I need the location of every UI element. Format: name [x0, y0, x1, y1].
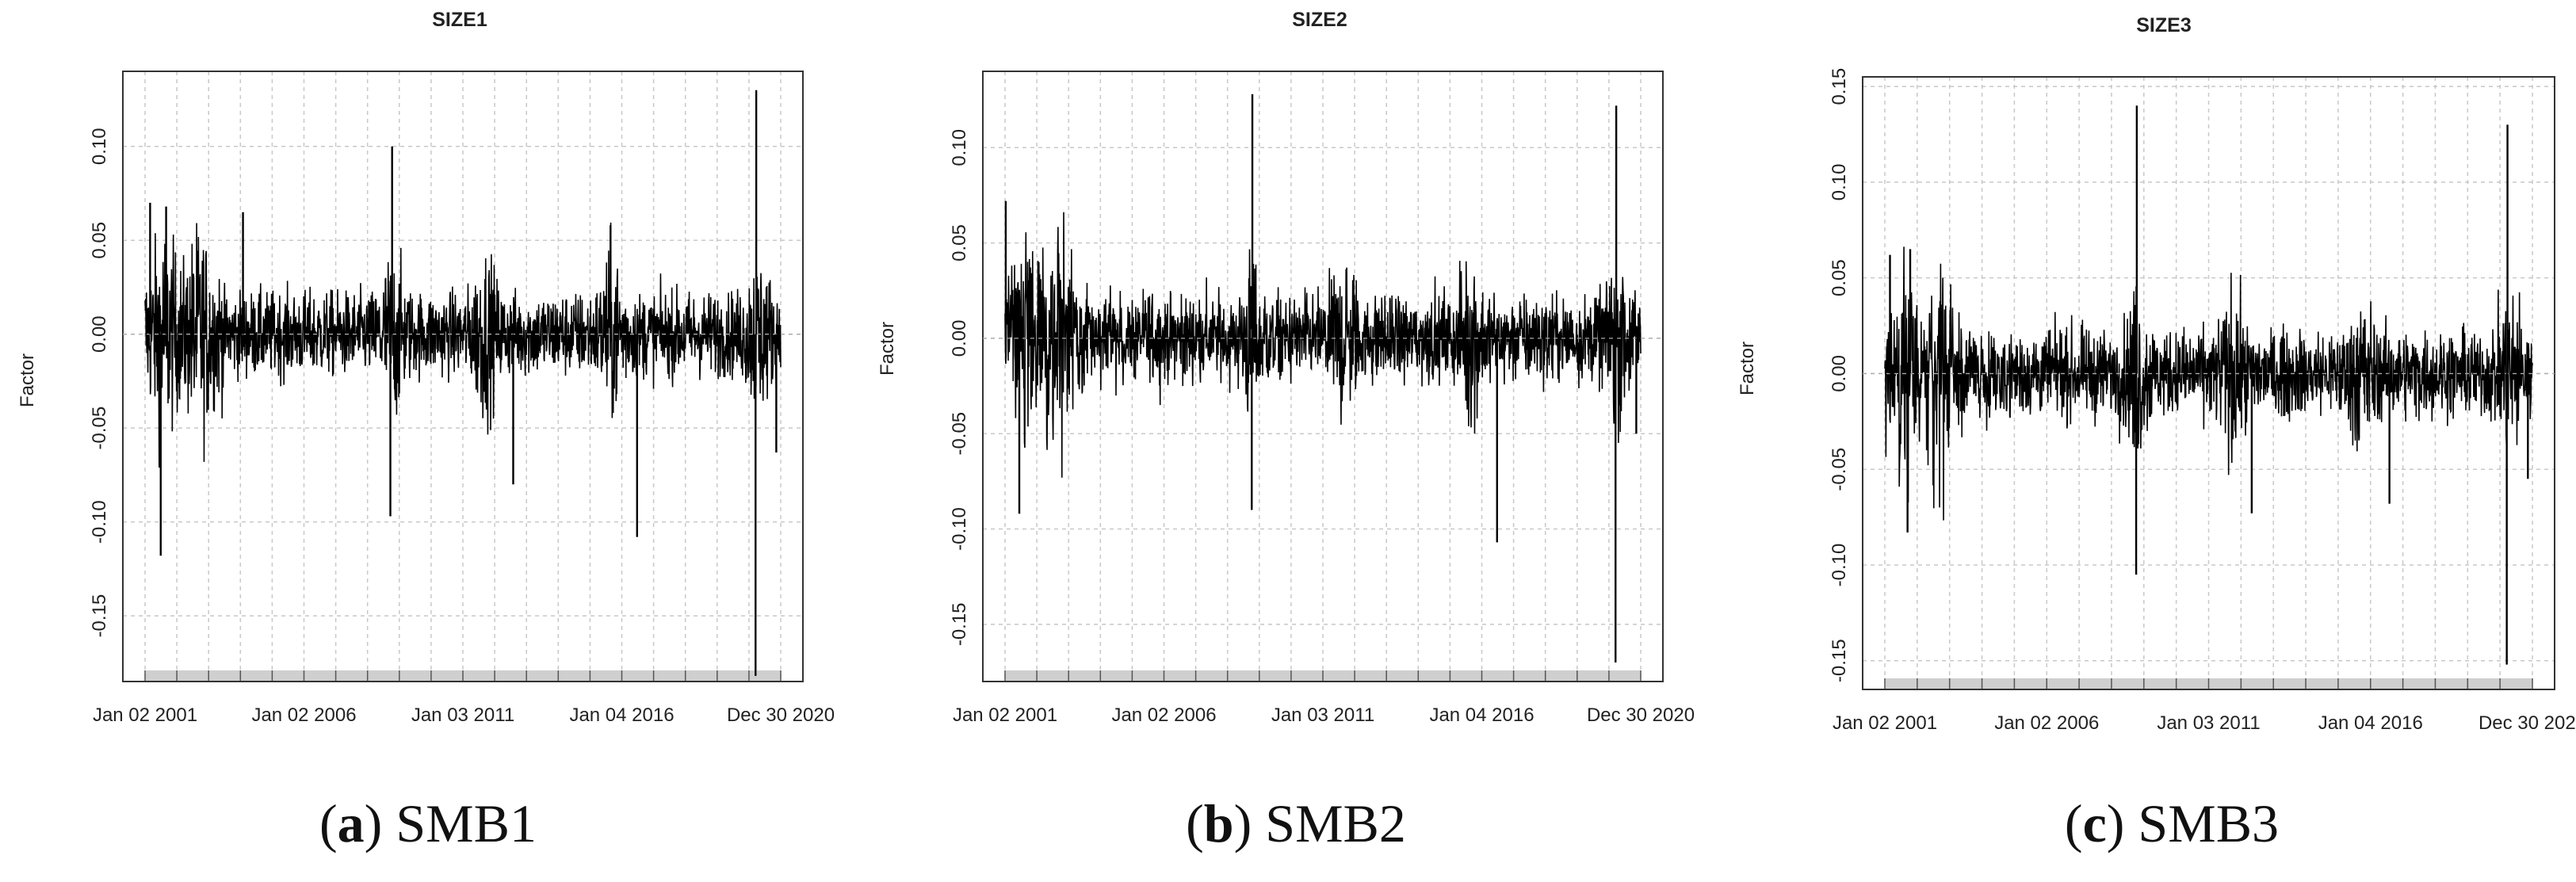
x-tick-label: Jan 02 2006 — [251, 704, 356, 726]
y-tick-label: -0.05 — [1829, 448, 1850, 491]
plot-frame — [122, 71, 804, 682]
x-tick-label: Jan 04 2016 — [2318, 712, 2423, 734]
series-line-path — [1884, 246, 2533, 521]
x-tick-label: Dec 30 2020 — [2479, 712, 2576, 734]
plot-frame — [982, 71, 1664, 682]
caption-letter: b — [1203, 793, 1234, 853]
x-tick-label: Dec 30 2020 — [1587, 704, 1695, 726]
x-tick-label: Jan 02 2006 — [1994, 712, 2099, 734]
y-axis-label: Factor — [877, 322, 898, 376]
y-tick-label: 0.00 — [949, 320, 970, 357]
y-tick-label: -0.10 — [949, 507, 970, 551]
caption-letter: a — [337, 793, 365, 853]
chart-title: SIZE2 — [1292, 9, 1347, 31]
x-tick-label: Dec 30 2020 — [727, 704, 835, 726]
chart-title: SIZE1 — [432, 9, 487, 31]
y-tick-label: 0.05 — [949, 224, 970, 262]
y-tick-label: 0.00 — [89, 315, 110, 353]
y-tick-label: 0.05 — [89, 222, 110, 259]
series-line — [123, 90, 803, 676]
y-axis-label: Factor — [1737, 342, 1758, 395]
y-tick-label: -0.10 — [89, 500, 110, 544]
x-tick-label: Jan 02 2006 — [1111, 704, 1216, 726]
y-tick-label: -0.15 — [89, 594, 110, 638]
caption-letter: c — [2082, 793, 2107, 853]
y-tick-label: 0.10 — [89, 128, 110, 165]
series-line-path — [1004, 212, 1642, 478]
chart-panel-size1: SIZE1 Factor -0.15 -0.10 -0.05 0.00 0.05 0.10… — [17, 9, 835, 726]
y-tick-label: -0.10 — [1829, 544, 1850, 587]
plot-frame — [1862, 76, 2555, 690]
y-tick-label: -0.15 — [949, 602, 970, 646]
y-tick-label: 0.00 — [1829, 355, 1850, 392]
x-tick-label: Jan 02 2001 — [953, 704, 1057, 726]
x-tick-label: Jan 02 2001 — [1833, 712, 1937, 734]
axes: -0.15 -0.10 -0.05 0.00 0.05 0.10 Jan 02 2001 Ja… — [89, 71, 835, 726]
caption-text: SMB3 — [2124, 793, 2280, 853]
y-tick-label: 0.10 — [949, 129, 970, 166]
y-tick-label: -0.15 — [1829, 639, 1850, 682]
caption-c: (c) SMB3 — [2064, 793, 2280, 853]
chart-panel-size2: SIZE2 Factor -0.15 -0.10 -0.05 0.00 0.05 0.10… — [877, 9, 1695, 726]
caption-text: SMB2 — [1252, 793, 1406, 853]
series-line — [983, 94, 1663, 662]
axes: -0.15 -0.10 -0.05 0.00 0.05 0.10 0.15 Jan 02 20… — [1829, 68, 2576, 734]
series-line-path — [144, 222, 782, 468]
x-tick-label: Jan 04 2016 — [569, 704, 674, 726]
series-line — [1863, 105, 2555, 665]
caption-b: (b) SMB2 — [1186, 793, 1406, 853]
y-axis-label: Factor — [17, 353, 38, 407]
y-tick-label: -0.05 — [949, 412, 970, 456]
chart-title: SIZE3 — [2136, 14, 2191, 36]
axes: -0.15 -0.10 -0.05 0.00 0.05 0.10 Jan 02 2001 Ja… — [949, 71, 1695, 726]
x-tick-label: Jan 03 2011 — [1271, 704, 1374, 726]
x-tick-label: Jan 03 2011 — [2157, 712, 2260, 734]
x-tick-label: Jan 03 2011 — [411, 704, 514, 726]
x-tick-label: Jan 04 2016 — [1429, 704, 1534, 726]
chart-panel-size3: SIZE3 Factor -0.15 -0.10 -0.05 0.00 0.05 0.10… — [1737, 14, 2576, 734]
caption-text: SMB1 — [382, 793, 537, 853]
y-tick-label: -0.05 — [89, 407, 110, 450]
y-tick-label: 0.15 — [1829, 68, 1850, 105]
y-tick-label: 0.05 — [1829, 259, 1850, 296]
x-tick-label: Jan 02 2001 — [93, 704, 197, 726]
y-tick-label: 0.10 — [1829, 164, 1850, 201]
caption-a: (a) SMB1 — [319, 793, 537, 853]
